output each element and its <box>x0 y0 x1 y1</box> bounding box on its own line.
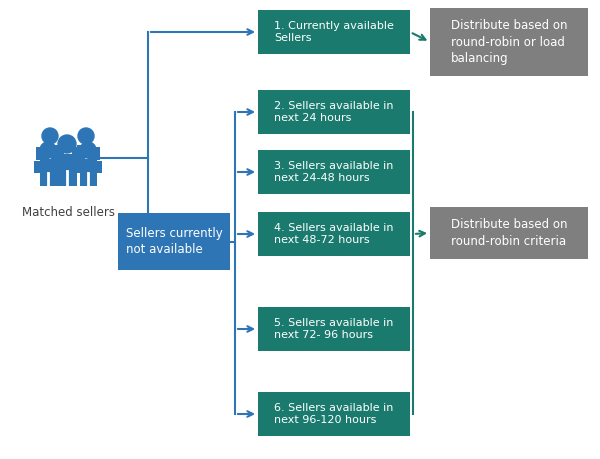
Circle shape <box>80 142 96 158</box>
FancyBboxPatch shape <box>430 8 588 76</box>
FancyBboxPatch shape <box>430 207 588 259</box>
FancyBboxPatch shape <box>35 147 41 160</box>
FancyBboxPatch shape <box>258 10 410 54</box>
Text: 2. Sellers available in
next 24 hours: 2. Sellers available in next 24 hours <box>274 101 394 123</box>
FancyBboxPatch shape <box>51 156 57 170</box>
Text: 1. Currently available
Sellers: 1. Currently available Sellers <box>274 21 394 44</box>
Text: 5. Sellers available in
next 72- 96 hours: 5. Sellers available in next 72- 96 hour… <box>274 318 394 341</box>
FancyBboxPatch shape <box>79 159 97 186</box>
FancyBboxPatch shape <box>97 161 101 173</box>
Text: Distribute based on
round-robin or load
balancing: Distribute based on round-robin or load … <box>451 19 567 65</box>
FancyBboxPatch shape <box>71 147 77 160</box>
FancyBboxPatch shape <box>34 161 40 173</box>
Text: 6. Sellers available in
next 96-120 hours: 6. Sellers available in next 96-120 hour… <box>274 403 394 425</box>
Circle shape <box>58 135 76 153</box>
FancyBboxPatch shape <box>57 154 77 186</box>
Circle shape <box>42 128 58 144</box>
FancyBboxPatch shape <box>258 150 410 194</box>
FancyBboxPatch shape <box>95 147 100 160</box>
FancyBboxPatch shape <box>77 156 83 170</box>
FancyBboxPatch shape <box>258 212 410 256</box>
FancyBboxPatch shape <box>56 161 62 173</box>
FancyBboxPatch shape <box>77 145 95 173</box>
FancyBboxPatch shape <box>59 147 64 160</box>
FancyBboxPatch shape <box>258 392 410 436</box>
Text: Matched sellers: Matched sellers <box>22 206 115 219</box>
FancyBboxPatch shape <box>41 145 59 173</box>
Text: 3. Sellers available in
next 24-48 hours: 3. Sellers available in next 24-48 hours <box>274 161 394 184</box>
Text: 4. Sellers available in
next 48-72 hours: 4. Sellers available in next 48-72 hours <box>274 223 394 246</box>
FancyBboxPatch shape <box>258 90 410 134</box>
FancyBboxPatch shape <box>74 161 79 173</box>
Text: Sellers currently
not available: Sellers currently not available <box>125 227 223 256</box>
Circle shape <box>78 128 94 144</box>
FancyBboxPatch shape <box>118 213 230 270</box>
FancyBboxPatch shape <box>258 307 410 351</box>
Text: Distribute based on
round-robin criteria: Distribute based on round-robin criteria <box>451 218 567 248</box>
FancyBboxPatch shape <box>40 159 56 186</box>
Circle shape <box>40 142 56 158</box>
